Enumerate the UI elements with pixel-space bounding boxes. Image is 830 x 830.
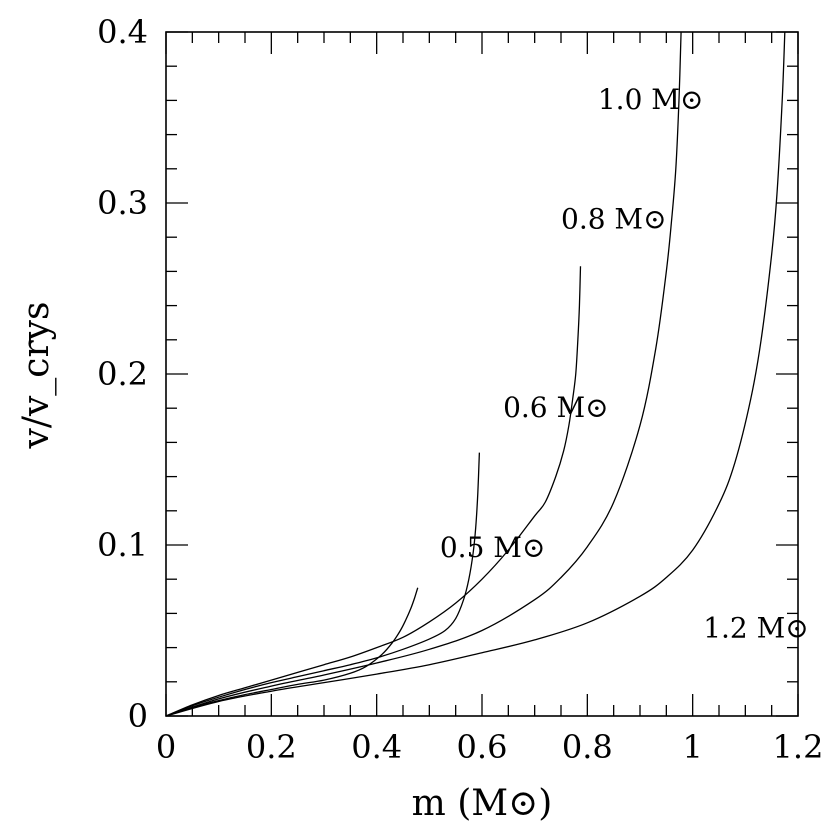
y-tick-label: 0.2 <box>97 355 148 393</box>
tick-marks <box>165 31 799 717</box>
x-tick-label: 1 <box>682 728 702 766</box>
x-tick-label: 1.2 <box>773 728 824 766</box>
curves <box>165 31 786 717</box>
series-line-4 <box>165 31 682 717</box>
y-tick-label: 0.4 <box>97 13 148 51</box>
y-tick-label: 0.1 <box>97 526 148 564</box>
series-line-5 <box>165 31 786 717</box>
x-tick-label: 0.8 <box>562 728 613 766</box>
y-tick-label: 0 <box>128 697 148 735</box>
series-label-1: 0.5 M⊙ <box>440 531 546 564</box>
x-tick-label: 0.2 <box>246 728 297 766</box>
series-line-1 <box>165 587 419 717</box>
series-label-4: 1.0 M⊙ <box>598 83 704 116</box>
series-line-3 <box>165 266 582 717</box>
series-labels: 0.5 M⊙ 0.6 M⊙ 0.8 M⊙ 1.0 M⊙ 1.2 M⊙ <box>440 83 809 644</box>
plot-frame <box>165 31 799 717</box>
series-label-2: 0.6 M⊙ <box>503 391 609 424</box>
x-tick-label: 0.4 <box>351 728 402 766</box>
y-axis-label: v/v_crys <box>16 302 57 450</box>
x-tick-label: 0.6 <box>457 728 508 766</box>
x-axis-label: m (M⊙) <box>412 783 553 824</box>
y-tick-label: 0.3 <box>97 184 148 222</box>
series-label-3: 0.8 M⊙ <box>561 203 667 236</box>
x-tick-label: 0 <box>156 728 176 766</box>
series-label-5: 1.2 M⊙ <box>703 611 809 644</box>
series-line-2 <box>165 452 481 717</box>
tick-labels: 0 0.2 0.4 0.6 0.8 1 1.2 0 0.1 0.2 0.3 0.4 <box>97 13 823 766</box>
